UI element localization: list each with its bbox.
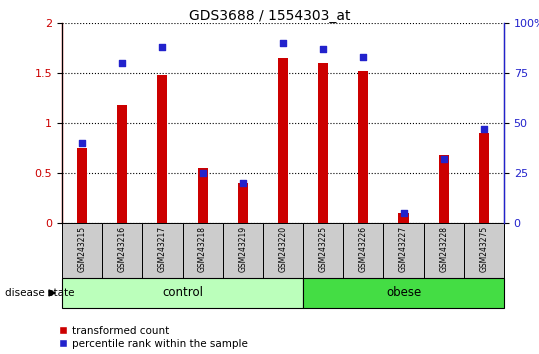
Point: [279, 40, 287, 46]
Bar: [303, 223, 343, 278]
Text: obese: obese: [386, 286, 421, 299]
Text: GSM243218: GSM243218: [198, 226, 207, 272]
Point: [118, 60, 127, 66]
Bar: [183, 223, 223, 278]
Text: GSM243219: GSM243219: [238, 226, 247, 273]
Text: GSM243227: GSM243227: [399, 226, 408, 273]
Text: disease state: disease state: [5, 288, 75, 298]
Bar: [118, 105, 127, 223]
Point: [480, 126, 488, 132]
Point: [198, 170, 207, 176]
Legend: transformed count, percentile rank within the sample: transformed count, percentile rank withi…: [59, 326, 247, 349]
Bar: [464, 223, 504, 278]
Text: GSM243217: GSM243217: [158, 226, 167, 273]
Text: GSM243215: GSM243215: [78, 226, 87, 273]
Bar: [157, 75, 168, 223]
Point: [78, 140, 86, 146]
Text: control: control: [162, 286, 203, 299]
Bar: [223, 223, 263, 278]
Text: GSM243216: GSM243216: [118, 226, 127, 273]
Bar: [62, 278, 303, 308]
Bar: [263, 223, 303, 278]
Bar: [318, 63, 328, 223]
Point: [319, 46, 328, 52]
Bar: [278, 58, 288, 223]
Text: GSM243275: GSM243275: [479, 226, 488, 273]
Text: GSM243225: GSM243225: [319, 226, 328, 273]
Bar: [77, 148, 87, 223]
Bar: [383, 223, 424, 278]
Bar: [439, 155, 448, 223]
Point: [359, 54, 368, 60]
Bar: [238, 183, 248, 223]
Bar: [358, 71, 368, 223]
Text: GDS3688 / 1554303_at: GDS3688 / 1554303_at: [189, 9, 350, 23]
Bar: [343, 223, 383, 278]
Bar: [62, 223, 102, 278]
Text: GSM243220: GSM243220: [279, 226, 287, 273]
Bar: [424, 223, 464, 278]
Bar: [102, 223, 142, 278]
Bar: [142, 223, 183, 278]
Point: [439, 156, 448, 162]
Point: [158, 44, 167, 50]
Bar: [198, 168, 208, 223]
Bar: [479, 133, 489, 223]
Bar: [398, 213, 409, 223]
Text: GSM243226: GSM243226: [359, 226, 368, 273]
Text: GSM243228: GSM243228: [439, 226, 448, 272]
Bar: [303, 278, 504, 308]
Point: [238, 180, 247, 186]
Point: [399, 210, 408, 216]
